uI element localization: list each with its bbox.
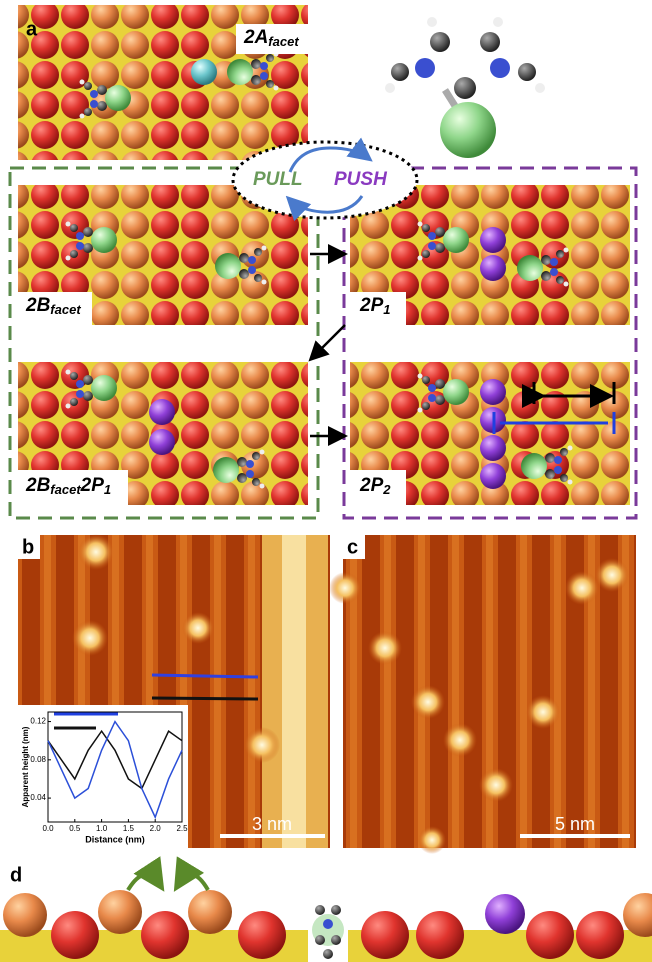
panel-label: a	[26, 18, 38, 40]
y-tick-label: 0.08	[30, 755, 46, 764]
adatom	[72, 620, 108, 656]
x-tick-label: 0.5	[69, 824, 81, 833]
atom	[480, 463, 506, 489]
x-tick-label: 2.0	[150, 824, 162, 833]
label-main: 2A	[243, 27, 268, 48]
x-axis-label: Distance (nm)	[85, 834, 145, 844]
x-tick-label: 2.5	[176, 824, 188, 833]
y-tick-label: 0.04	[30, 793, 46, 802]
label-sub: 1	[104, 482, 111, 497]
atom	[480, 255, 506, 281]
adatom	[411, 685, 445, 719]
side-view	[0, 875, 652, 962]
label-main: 2P	[359, 475, 384, 496]
adatom	[565, 571, 599, 605]
x-tick-label: 0.0	[42, 824, 54, 833]
atom	[480, 379, 506, 405]
atom	[191, 59, 217, 85]
adatom	[329, 572, 361, 604]
profile-line	[152, 675, 258, 677]
label-sub: 1	[383, 302, 390, 317]
adatom	[368, 631, 402, 665]
label-main: 2B	[25, 475, 51, 496]
x-tick-label: 1.0	[96, 824, 108, 833]
push-label: PUSH	[334, 169, 388, 190]
label-sub: facet	[50, 482, 81, 497]
y-tick-label: 0.12	[30, 717, 46, 726]
scale-bar-label: 5 nm	[555, 814, 595, 834]
scale-bar-label: 3 nm	[252, 814, 292, 834]
pull-label: PULL	[253, 169, 303, 190]
y-axis-label: Apparent height (nm)	[21, 726, 30, 807]
step-edge	[282, 535, 306, 848]
adatom	[443, 723, 477, 757]
x-tick-label: 1.5	[123, 824, 135, 833]
label-main: 2B	[25, 295, 51, 316]
figure: a 2Afacet 2Bfacet 2P1 2Bfacet2P1 2P2 PUL…	[0, 0, 652, 962]
atom	[149, 399, 175, 425]
adatom	[78, 534, 114, 570]
molecule-model	[385, 17, 545, 158]
adatom	[595, 558, 629, 592]
adatom	[182, 612, 214, 644]
atom	[480, 435, 506, 461]
atom	[480, 227, 506, 253]
label-main: 2P	[80, 475, 105, 496]
atom	[149, 429, 175, 455]
label-sub: 2	[382, 482, 391, 497]
adatom	[244, 727, 280, 763]
profile-line	[152, 698, 258, 699]
panel-label: b	[22, 536, 34, 558]
adatom	[479, 768, 513, 802]
label-sub: facet	[268, 34, 299, 49]
adatom	[418, 826, 446, 854]
label-sub: facet	[50, 302, 81, 317]
adatom	[526, 695, 560, 729]
panel-label: d	[10, 864, 22, 886]
label-main: 2P	[359, 295, 384, 316]
panel-label: c	[347, 536, 358, 558]
